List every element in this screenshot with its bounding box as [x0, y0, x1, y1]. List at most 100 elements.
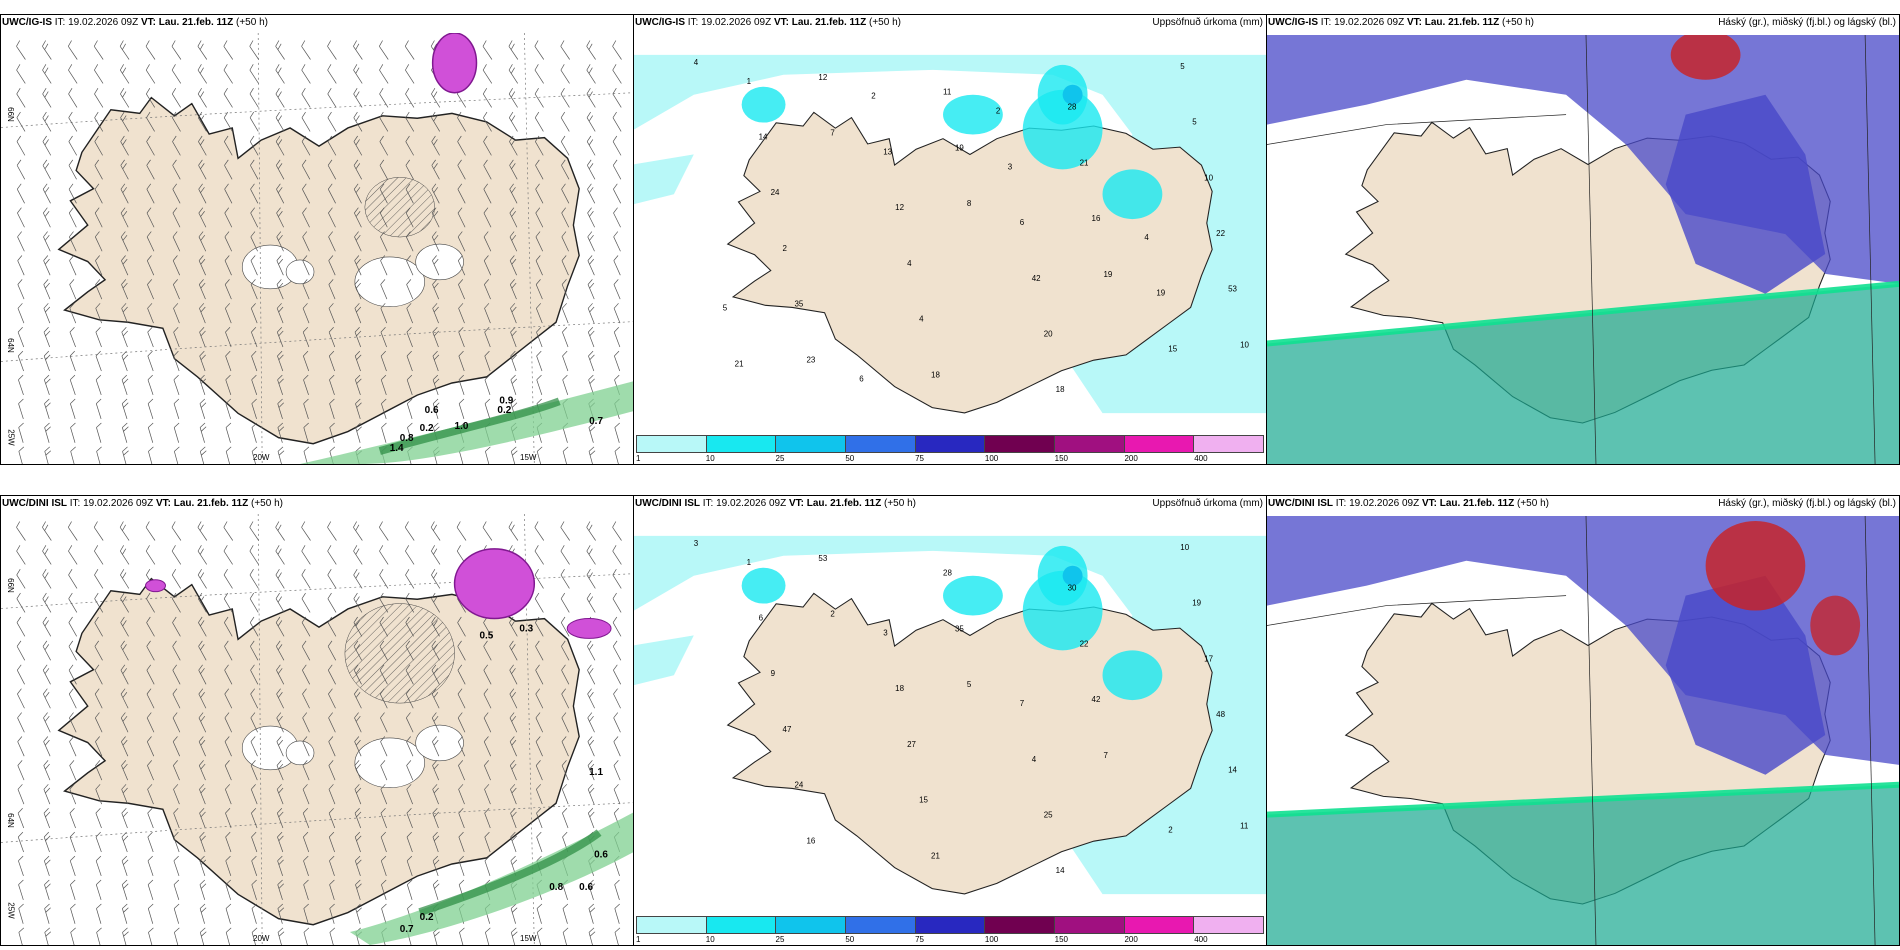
wind-value-label: 0.6 [594, 849, 608, 860]
wind-barb [42, 183, 51, 204]
wind-barb [586, 521, 596, 541]
iceland-landmass [726, 592, 1213, 895]
precip-core [741, 86, 786, 123]
wind-barb [95, 350, 102, 372]
precip-value-label: 2 [996, 107, 1001, 116]
wind-barb [612, 521, 622, 541]
wind-barb [251, 350, 258, 372]
precip-value-label: 21 [931, 851, 940, 860]
wind-barb [302, 736, 310, 757]
wind-barb [121, 784, 128, 805]
wind-barb [121, 350, 129, 372]
wind-barb [198, 616, 207, 637]
precip-value-label: 24 [771, 188, 780, 197]
wind-barb [68, 545, 78, 565]
wind-barb [250, 736, 258, 757]
precip-value-label: 21 [735, 359, 744, 368]
wind-barb [223, 592, 233, 613]
wind-barb [587, 183, 596, 204]
wind-barb [251, 903, 258, 924]
wind-barb [303, 927, 310, 945]
wind-barb [199, 350, 206, 372]
wind-barb [249, 135, 259, 156]
precip-core [1102, 650, 1163, 701]
wind-barb [147, 855, 154, 877]
wind-barb [275, 40, 285, 60]
colorbar-tick-label: 10 [705, 454, 715, 463]
colorbar-segment [845, 916, 915, 934]
wind-barb [613, 712, 621, 733]
colorbar-segment [705, 435, 776, 453]
wind-barb [70, 398, 76, 419]
wind-barb [70, 879, 76, 900]
wind-barb [484, 279, 491, 300]
precip-map: 4 7 8 19 10 12 19 16 53 23 11 21 22 35 18 28 10 2 4 18 5 24 4 2… [634, 35, 1266, 434]
precip-value-label: 11 [943, 88, 952, 97]
precip-value-label: 19 [1156, 289, 1165, 298]
wind-barb [16, 64, 26, 84]
wind-barb [586, 592, 596, 613]
wind-barb [43, 207, 51, 228]
wind-barb [405, 88, 415, 108]
colorbar-segment [845, 435, 915, 453]
precip-value-label: 4 [1144, 233, 1149, 242]
wind-barb [587, 807, 595, 829]
wind-barb [198, 231, 207, 252]
precip-core [943, 94, 1003, 135]
wind-barb [457, 207, 466, 228]
wind-barb [432, 879, 440, 900]
wind-barb [251, 398, 257, 419]
wind-barb [301, 88, 311, 108]
wind-barb [327, 640, 337, 661]
wind-barb [173, 807, 180, 829]
precip-value-label: 12 [895, 203, 904, 212]
wind-barb [145, 64, 156, 84]
wind-barb [509, 255, 517, 276]
precip-value-label: 25 [1044, 810, 1053, 819]
colorbar-segment [636, 916, 706, 934]
wind-barb [251, 446, 258, 464]
wind-barb [70, 446, 76, 464]
wind-barb [68, 183, 77, 204]
panel-title: UWC/DINI ISL IT: 19.02.2026 09Z VT: Lau.… [1268, 498, 1549, 509]
wind-barb [225, 879, 232, 900]
wind-barb [561, 231, 569, 252]
wind-barb [94, 592, 104, 613]
wind-barb [18, 927, 25, 945]
wind-barb [94, 569, 104, 589]
wind-barb [224, 616, 233, 637]
wind-barb [560, 64, 570, 84]
wind-barb [432, 303, 439, 324]
wind-barb [303, 374, 309, 396]
wind-barb [613, 279, 621, 300]
wind-barb [405, 712, 414, 733]
colorbar-segment [984, 435, 1055, 453]
wind-barb [561, 760, 569, 781]
wind-barb [457, 231, 466, 252]
precip-value-label: 9 [771, 669, 776, 678]
wind-barb [431, 88, 441, 108]
wind-barb [303, 855, 309, 877]
wind-barb [405, 159, 414, 180]
wind-barb [120, 688, 129, 709]
wind-barb [510, 326, 517, 348]
wind-barb [69, 350, 76, 372]
wind-barb [431, 592, 441, 613]
wind-barb [586, 88, 596, 108]
wind-barb [17, 255, 25, 276]
wind-barb [250, 688, 259, 709]
precip-value-label: 18 [931, 370, 940, 379]
wind-barb [587, 736, 595, 757]
wind-barb [250, 640, 259, 661]
precip-value-label: 10 [1240, 340, 1249, 349]
wind-barb [458, 350, 465, 372]
wind-barb [43, 807, 51, 829]
wind-barb [17, 303, 25, 324]
wind-barb [17, 736, 25, 757]
wind-barb [560, 135, 570, 156]
wind-barb [42, 111, 52, 132]
wind-barb [405, 111, 415, 132]
wind-barb [380, 736, 388, 757]
wind-barb [354, 326, 362, 348]
wind-barb [68, 64, 78, 84]
